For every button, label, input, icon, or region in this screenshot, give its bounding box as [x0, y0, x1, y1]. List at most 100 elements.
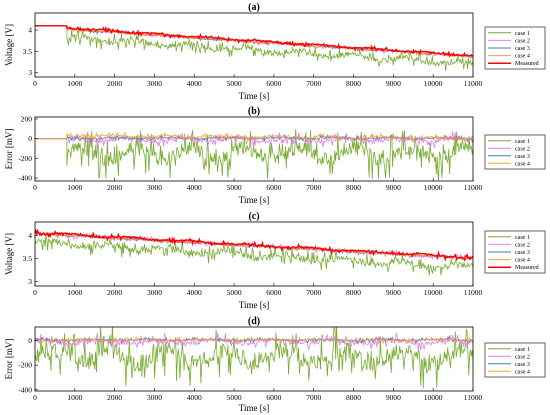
- x-tick-label: 5000: [227, 183, 242, 192]
- legend-label: case 1: [515, 235, 530, 241]
- series-line-case-1: [35, 327, 473, 389]
- x-tick-label: 1000: [67, 393, 82, 402]
- series-line-case-1: [35, 25, 473, 71]
- x-tick-label: 4000: [187, 79, 202, 88]
- x-tick-label: 10000: [424, 183, 443, 192]
- x-tick-label: 4000: [187, 183, 202, 192]
- x-tick-label: 9000: [386, 183, 401, 192]
- x-tick-label: 5000: [227, 79, 242, 88]
- series-group: [35, 228, 473, 276]
- x-tick-label: 1000: [67, 288, 82, 297]
- y-axis-label: Voltage [V]: [4, 233, 14, 275]
- x-tick-label: 9000: [386, 79, 401, 88]
- x-tick-label: 8000: [346, 183, 361, 192]
- panel-title: (a): [248, 2, 260, 13]
- series-line-measured: [35, 228, 473, 262]
- series-line-case-2: [35, 229, 473, 263]
- legend-label: case 3: [515, 250, 530, 256]
- series-line-case-1: [35, 129, 473, 181]
- legend-label: Measured: [515, 265, 539, 271]
- x-tick-label: 4000: [187, 393, 202, 402]
- series-line-case-3: [35, 336, 473, 345]
- x-tick-label: 0: [33, 288, 37, 297]
- legend-label: case 4: [515, 54, 530, 60]
- series-line-case-1: [35, 233, 473, 276]
- legend-label: Measured: [515, 61, 539, 67]
- x-axis-label: Time [s]: [239, 91, 269, 101]
- series-line-case-4: [35, 335, 473, 345]
- x-axis-label: Time [s]: [239, 403, 269, 413]
- x-tick-label: 3000: [147, 288, 162, 297]
- x-tick-label: 1000: [67, 183, 82, 192]
- y-axis-label: Voltage [V]: [4, 24, 14, 66]
- x-tick-label: 0: [33, 79, 37, 88]
- x-tick-label: 6000: [266, 393, 281, 402]
- x-tick-label: 11000: [464, 288, 483, 297]
- x-tick-label: 8000: [346, 288, 361, 297]
- x-tick-label: 8000: [346, 393, 361, 402]
- x-tick-label: 6000: [266, 288, 281, 297]
- x-tick-label: 3000: [147, 79, 162, 88]
- y-tick-label: 200: [21, 114, 33, 123]
- y-axis-label: Error [mV]: [4, 339, 14, 380]
- chart-panel-2: (c) 0 1000 2000 3000 4000 5000 6000 7000 8000 9000…: [4, 211, 546, 310]
- x-tick-label: 10000: [424, 79, 443, 88]
- x-tick-label: 2000: [107, 393, 122, 402]
- y-tick-label: 3.5: [23, 254, 33, 263]
- x-tick-label: 11000: [464, 393, 483, 402]
- x-tick-label: 1000: [67, 79, 82, 88]
- x-tick-label: 8000: [346, 79, 361, 88]
- x-tick-label: 2000: [107, 288, 122, 297]
- x-tick-label: 2000: [107, 79, 122, 88]
- x-axis-label: Time [s]: [239, 300, 269, 310]
- series-line-measured: [35, 25, 473, 58]
- x-tick-label: 11000: [464, 79, 483, 88]
- x-tick-label: 3000: [147, 393, 162, 402]
- x-tick-label: 5000: [227, 393, 242, 402]
- axes-frame: [34, 221, 474, 287]
- legend-label: case 4: [515, 369, 530, 375]
- legend-label: case 3: [515, 362, 530, 368]
- series-line-case-3: [35, 133, 473, 143]
- x-tick-label: 0: [33, 393, 37, 402]
- panel-title: (d): [248, 316, 260, 327]
- axes-frame: [34, 116, 474, 182]
- y-tick-label: -400: [18, 174, 32, 183]
- y-tick-label: -200: [18, 154, 32, 163]
- x-tick-label: 10000: [424, 393, 443, 402]
- panel-title: (c): [248, 211, 259, 222]
- legend-label: case 1: [515, 31, 530, 37]
- x-tick-label: 7000: [306, 79, 321, 88]
- x-tick-label: 5000: [227, 288, 242, 297]
- x-tick-label: 7000: [306, 288, 321, 297]
- y-tick-label: 4: [28, 231, 32, 240]
- chart-panel-0: (a) 0 1000 2000 3000 4000 5000 6000 7000 8000 9000…: [4, 2, 546, 101]
- legend-label: case 3: [515, 46, 530, 52]
- y-tick-label: 3: [28, 277, 32, 286]
- x-tick-label: 6000: [266, 183, 281, 192]
- x-tick-label: 0: [33, 183, 37, 192]
- legend-label: case 4: [515, 258, 530, 264]
- x-tick-label: 10000: [424, 288, 443, 297]
- legend-label: case 2: [515, 242, 530, 248]
- x-tick-label: 3000: [147, 183, 162, 192]
- legend-label: case 1: [515, 139, 530, 145]
- y-tick-label: 3: [28, 68, 32, 77]
- series-line-case-4: [35, 131, 473, 143]
- legend-label: case 4: [515, 161, 530, 167]
- y-tick-label: -400: [18, 385, 32, 394]
- x-tick-label: 2000: [107, 183, 122, 192]
- axes-frame: [34, 326, 474, 392]
- legend-label: case 2: [515, 146, 530, 152]
- x-axis-label: Time [s]: [239, 195, 269, 205]
- y-tick-label: 4: [28, 26, 32, 35]
- chart-panel-3: (d) 0 1000 2000 3000 4000 5000 6000 7000 8000 9000…: [4, 316, 546, 413]
- x-tick-label: 9000: [386, 288, 401, 297]
- series-group: [35, 25, 473, 71]
- legend-label: case 3: [515, 154, 530, 160]
- series-group: [35, 327, 473, 389]
